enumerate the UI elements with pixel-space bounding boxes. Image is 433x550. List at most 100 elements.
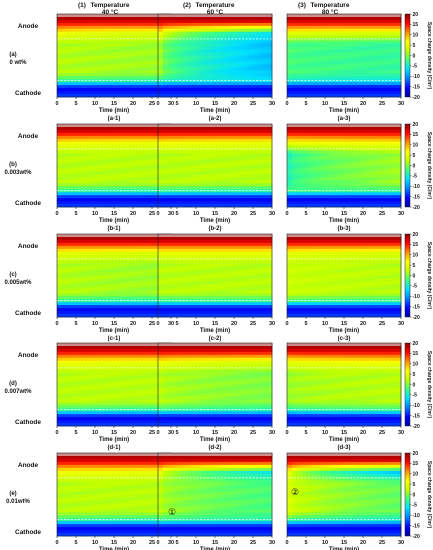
x-tick-label: 0 xyxy=(55,211,58,217)
heatmap-cell xyxy=(57,64,63,68)
heatmap-cell xyxy=(224,150,230,155)
heatmap-cell xyxy=(339,174,345,178)
heatmap-cell xyxy=(238,177,244,181)
heatmap-cell xyxy=(85,67,91,71)
heatmap-cell xyxy=(238,40,244,45)
heatmap-cell xyxy=(147,58,153,62)
heatmap-cell xyxy=(310,37,316,42)
heatmap-cell xyxy=(382,61,388,65)
heatmap-cell xyxy=(267,61,273,65)
heatmap-cell xyxy=(296,144,302,149)
heatmap-cell xyxy=(325,183,331,187)
heatmap-cell xyxy=(205,132,211,137)
heatmap-cell xyxy=(142,284,148,288)
heatmap-cell xyxy=(137,186,143,190)
heatmap-cell xyxy=(329,82,335,86)
heatmap-cell xyxy=(76,82,82,86)
heatmap-cell xyxy=(372,198,378,202)
heatmap-cell xyxy=(114,34,120,39)
heatmap-cell xyxy=(396,19,402,24)
heatmap-cell xyxy=(114,278,120,282)
x-tick-label: 30 xyxy=(398,101,404,107)
heatmap-cell xyxy=(118,67,124,71)
heatmap-cell xyxy=(99,28,105,33)
heatmap-cell xyxy=(71,55,77,59)
heatmap-cell xyxy=(238,126,244,131)
heatmap-cell xyxy=(147,37,153,42)
heatmap-cell xyxy=(142,37,148,42)
heatmap-cell xyxy=(152,16,158,21)
heatmap-cell xyxy=(391,129,397,134)
heatmap-cell xyxy=(158,311,164,315)
heatmap-cell xyxy=(301,88,307,92)
heatmap-cell xyxy=(158,88,164,92)
heatmap-cell xyxy=(90,88,96,92)
heatmap-cell xyxy=(71,183,77,187)
heatmap-cell xyxy=(234,31,240,36)
heatmap-cell xyxy=(196,147,202,152)
heatmap-cell xyxy=(396,147,402,152)
heatmap-cell xyxy=(196,162,202,166)
heatmap-cell xyxy=(90,43,96,47)
heatmap-cell xyxy=(377,76,383,80)
heatmap-cell xyxy=(253,168,259,172)
heatmap-cell xyxy=(229,34,235,39)
heatmap-cell xyxy=(296,132,302,137)
heatmap-cell xyxy=(61,147,67,152)
heatmap-cell xyxy=(215,55,221,59)
heatmap-cell xyxy=(167,192,173,196)
heatmap-cell xyxy=(253,165,259,169)
heatmap-cell xyxy=(142,28,148,33)
heatmap-cell xyxy=(99,245,105,250)
heatmap-cell xyxy=(329,85,335,89)
heatmap-cell xyxy=(267,55,273,59)
heatmap-cell xyxy=(162,159,168,163)
heatmap-cell xyxy=(215,25,221,30)
heatmap-cell xyxy=(248,76,254,80)
heatmap-cell xyxy=(186,135,192,140)
heatmap-cell xyxy=(200,150,206,155)
heatmap-cell xyxy=(66,58,72,62)
heatmap-cell xyxy=(142,61,148,65)
heatmap-cell xyxy=(95,260,101,265)
heatmap-cell xyxy=(325,76,331,80)
heatmap-cell xyxy=(177,236,183,241)
heatmap-cell xyxy=(123,19,129,24)
heatmap-cell xyxy=(234,52,240,56)
heatmap-cell xyxy=(224,186,230,190)
heatmap-cell xyxy=(80,287,86,291)
x-tick-label: 25 xyxy=(379,101,385,107)
heatmap-cell xyxy=(61,257,67,262)
heatmap-cell xyxy=(158,165,164,169)
heatmap-cell xyxy=(147,311,153,315)
heatmap-cell xyxy=(123,61,129,65)
heatmap-cell xyxy=(339,189,345,193)
heatmap-cell xyxy=(177,76,183,80)
heatmap-cell xyxy=(253,40,259,45)
heatmap-cell xyxy=(57,180,63,184)
heatmap-cell xyxy=(367,144,373,149)
heatmap-cell xyxy=(353,141,359,146)
heatmap-cell xyxy=(71,272,77,276)
heatmap-cell xyxy=(177,88,183,92)
heatmap-cell xyxy=(85,85,91,89)
heatmap-cell xyxy=(172,177,178,181)
heatmap-cell xyxy=(215,31,221,36)
heatmap-cell xyxy=(396,165,402,169)
x-tick-label: 15 xyxy=(111,321,117,327)
heatmap-cell xyxy=(200,64,206,68)
heatmap-cell xyxy=(152,55,158,59)
heatmap-cell xyxy=(99,171,105,175)
heatmap-cell xyxy=(348,171,354,175)
heatmap-cell xyxy=(382,94,388,98)
heatmap-cell xyxy=(99,147,105,152)
heatmap-cell xyxy=(296,43,302,47)
heatmap-cell xyxy=(291,67,297,71)
heatmap-cell xyxy=(162,61,168,65)
heatmap-cell xyxy=(191,159,197,163)
heatmap-cell xyxy=(344,180,350,184)
heatmap-cell xyxy=(353,204,359,208)
heatmap-cell xyxy=(372,16,378,21)
heatmap-cell xyxy=(71,168,77,172)
